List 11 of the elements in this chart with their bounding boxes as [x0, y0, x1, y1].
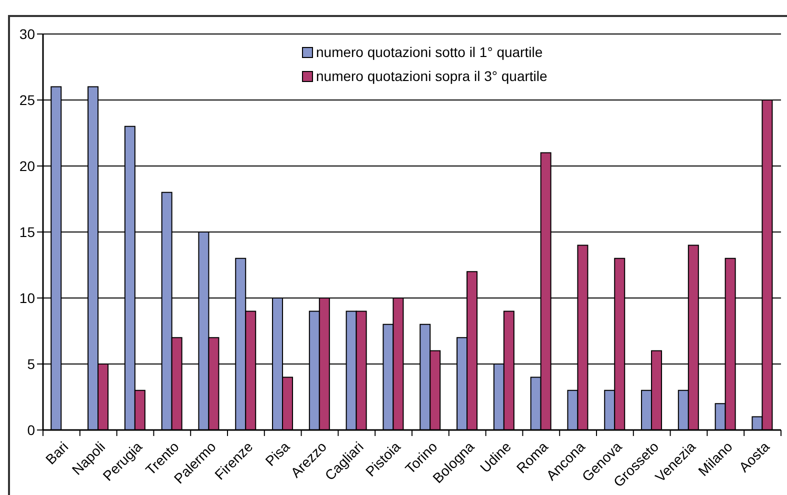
- x-tick-label: Bari: [42, 438, 72, 468]
- legend-label: numero quotazioni sotto il 1° quartile: [316, 44, 543, 60]
- y-tick-label: 10: [19, 290, 36, 306]
- x-tick-label: Pisa: [262, 438, 293, 470]
- y-tick-label: 20: [19, 158, 36, 174]
- y-tick-label: 25: [19, 92, 36, 108]
- y-tick-label: 30: [19, 26, 36, 42]
- legend-label: numero quotazioni sopra il 3° quartile: [316, 68, 548, 84]
- y-tick-label: 0: [27, 422, 36, 438]
- y-tick-label: 15: [19, 224, 36, 240]
- y-tick-label: 5: [27, 356, 36, 372]
